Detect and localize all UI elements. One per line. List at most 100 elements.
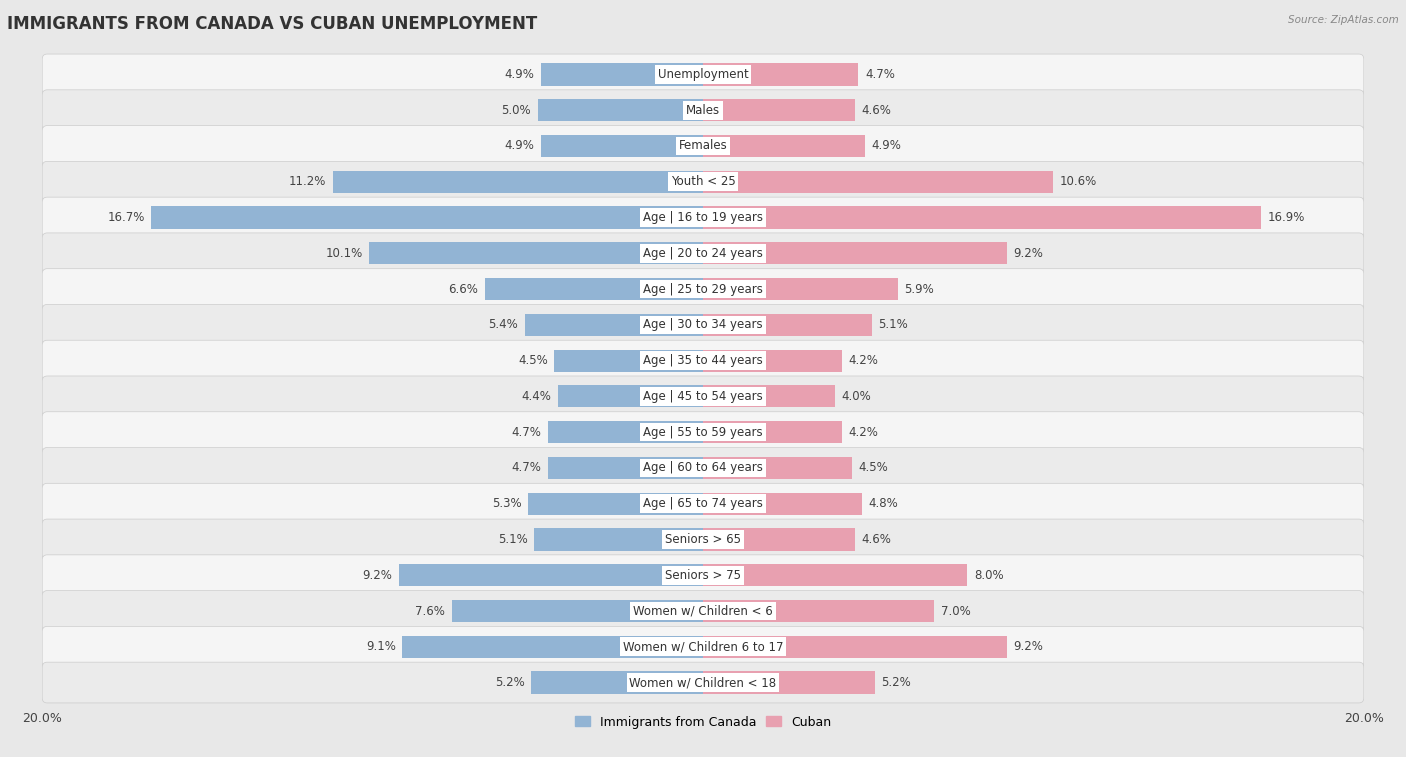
Text: 4.4%: 4.4% (522, 390, 551, 403)
Bar (370, 242, 703, 264)
FancyBboxPatch shape (42, 483, 1364, 524)
Text: 11.2%: 11.2% (290, 176, 326, 188)
Bar (703, 385, 835, 407)
Text: Source: ZipAtlas.com: Source: ZipAtlas.com (1288, 15, 1399, 25)
Bar (703, 242, 1007, 264)
Text: 9.2%: 9.2% (363, 569, 392, 581)
Text: Age | 25 to 29 years: Age | 25 to 29 years (643, 282, 763, 295)
Text: Age | 30 to 34 years: Age | 30 to 34 years (643, 319, 763, 332)
Bar (703, 671, 875, 693)
Bar (402, 636, 703, 658)
FancyBboxPatch shape (42, 412, 1364, 453)
Text: 4.9%: 4.9% (505, 139, 534, 152)
Text: 9.2%: 9.2% (1014, 247, 1043, 260)
Bar (152, 207, 703, 229)
Text: Age | 65 to 74 years: Age | 65 to 74 years (643, 497, 763, 510)
Bar (703, 278, 898, 301)
Text: Age | 35 to 44 years: Age | 35 to 44 years (643, 354, 763, 367)
Bar (451, 600, 703, 622)
Text: Age | 55 to 59 years: Age | 55 to 59 years (643, 425, 763, 438)
Text: Women w/ Children < 6: Women w/ Children < 6 (633, 605, 773, 618)
Text: 4.7%: 4.7% (865, 68, 894, 81)
FancyBboxPatch shape (42, 626, 1364, 667)
Text: 10.1%: 10.1% (325, 247, 363, 260)
FancyBboxPatch shape (42, 197, 1364, 238)
Bar (703, 313, 872, 336)
Bar (524, 313, 703, 336)
Text: 4.5%: 4.5% (517, 354, 548, 367)
FancyBboxPatch shape (42, 590, 1364, 631)
Bar (703, 99, 855, 121)
Bar (527, 493, 703, 515)
Text: 4.9%: 4.9% (872, 139, 901, 152)
Bar (703, 600, 934, 622)
Text: 6.6%: 6.6% (449, 282, 478, 295)
Bar (554, 350, 703, 372)
FancyBboxPatch shape (42, 304, 1364, 345)
Text: 4.2%: 4.2% (848, 425, 879, 438)
Text: 5.2%: 5.2% (882, 676, 911, 689)
FancyBboxPatch shape (42, 269, 1364, 310)
Text: Women w/ Children < 18: Women w/ Children < 18 (630, 676, 776, 689)
Bar (558, 385, 703, 407)
Bar (541, 135, 703, 157)
Bar (541, 64, 703, 86)
Text: 16.7%: 16.7% (107, 211, 145, 224)
Text: 5.4%: 5.4% (488, 319, 517, 332)
Bar (703, 636, 1007, 658)
Text: 4.9%: 4.9% (505, 68, 534, 81)
Text: 4.2%: 4.2% (848, 354, 879, 367)
Text: IMMIGRANTS FROM CANADA VS CUBAN UNEMPLOYMENT: IMMIGRANTS FROM CANADA VS CUBAN UNEMPLOY… (7, 15, 537, 33)
Text: 8.0%: 8.0% (974, 569, 1004, 581)
Bar (534, 528, 703, 550)
Bar (703, 207, 1261, 229)
Text: 4.6%: 4.6% (862, 104, 891, 117)
Text: 5.1%: 5.1% (498, 533, 527, 546)
FancyBboxPatch shape (42, 447, 1364, 488)
Text: Seniors > 75: Seniors > 75 (665, 569, 741, 581)
FancyBboxPatch shape (42, 90, 1364, 131)
FancyBboxPatch shape (42, 233, 1364, 274)
Bar (703, 564, 967, 587)
FancyBboxPatch shape (42, 662, 1364, 703)
Text: Seniors > 65: Seniors > 65 (665, 533, 741, 546)
Legend: Immigrants from Canada, Cuban: Immigrants from Canada, Cuban (569, 711, 837, 734)
Text: 4.8%: 4.8% (868, 497, 898, 510)
Text: 4.5%: 4.5% (858, 462, 889, 475)
Bar (399, 564, 703, 587)
Text: 9.2%: 9.2% (1014, 640, 1043, 653)
Text: Age | 60 to 64 years: Age | 60 to 64 years (643, 462, 763, 475)
Text: Females: Females (679, 139, 727, 152)
Bar (703, 528, 855, 550)
Bar (333, 170, 703, 193)
FancyBboxPatch shape (42, 161, 1364, 202)
Text: 10.6%: 10.6% (1060, 176, 1097, 188)
FancyBboxPatch shape (42, 376, 1364, 417)
Text: 4.7%: 4.7% (512, 425, 541, 438)
Bar (703, 350, 842, 372)
Bar (531, 671, 703, 693)
Text: Women w/ Children 6 to 17: Women w/ Children 6 to 17 (623, 640, 783, 653)
Bar (548, 456, 703, 479)
Text: Age | 16 to 19 years: Age | 16 to 19 years (643, 211, 763, 224)
Text: 16.9%: 16.9% (1268, 211, 1305, 224)
Text: Males: Males (686, 104, 720, 117)
Bar (703, 421, 842, 444)
FancyBboxPatch shape (42, 54, 1364, 95)
FancyBboxPatch shape (42, 519, 1364, 560)
Text: Age | 20 to 24 years: Age | 20 to 24 years (643, 247, 763, 260)
Text: Youth < 25: Youth < 25 (671, 176, 735, 188)
Bar (703, 493, 862, 515)
FancyBboxPatch shape (42, 340, 1364, 381)
Text: 9.1%: 9.1% (366, 640, 395, 653)
Text: 4.0%: 4.0% (842, 390, 872, 403)
FancyBboxPatch shape (42, 555, 1364, 596)
Text: Age | 45 to 54 years: Age | 45 to 54 years (643, 390, 763, 403)
Bar (537, 99, 703, 121)
Bar (703, 135, 865, 157)
Bar (485, 278, 703, 301)
Text: 5.0%: 5.0% (502, 104, 531, 117)
Text: 4.7%: 4.7% (512, 462, 541, 475)
Bar (703, 64, 858, 86)
Bar (548, 421, 703, 444)
